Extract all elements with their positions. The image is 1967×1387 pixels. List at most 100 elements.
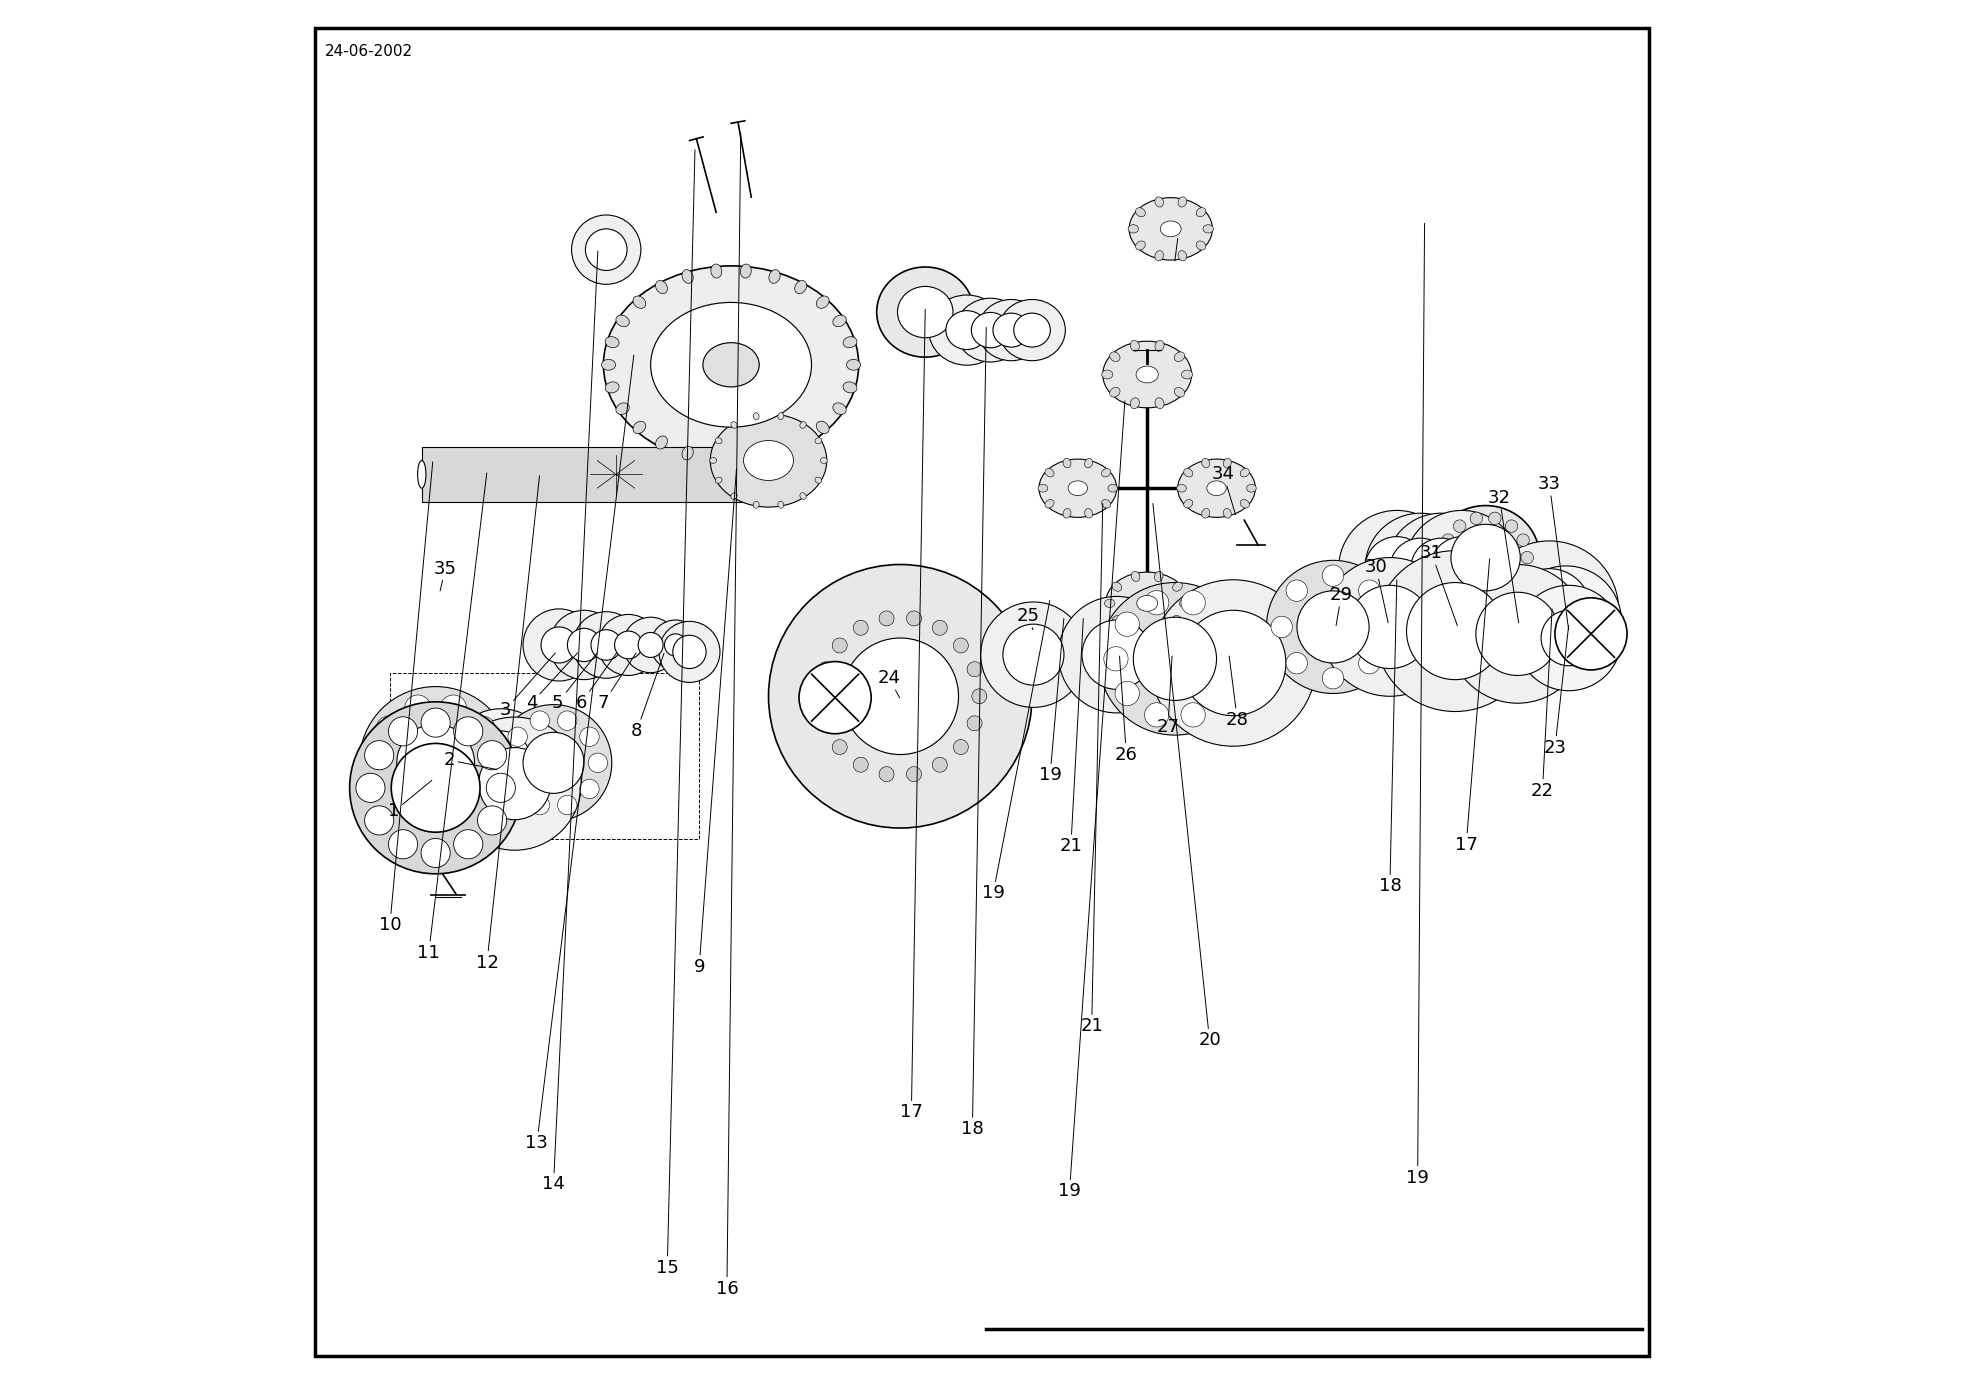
Circle shape [478, 806, 507, 835]
Ellipse shape [1196, 241, 1206, 250]
Ellipse shape [1241, 499, 1249, 508]
Ellipse shape [1129, 225, 1139, 233]
Ellipse shape [1520, 552, 1534, 565]
Text: 13: 13 [525, 355, 633, 1151]
Circle shape [500, 753, 519, 773]
Ellipse shape [716, 438, 722, 444]
Ellipse shape [1111, 583, 1121, 591]
Circle shape [1115, 681, 1139, 706]
Ellipse shape [683, 447, 692, 460]
Text: 5: 5 [553, 653, 598, 712]
Ellipse shape [740, 264, 751, 277]
Ellipse shape [651, 302, 812, 427]
Ellipse shape [1176, 484, 1186, 492]
Ellipse shape [932, 620, 948, 635]
Ellipse shape [956, 298, 1025, 362]
Text: 18: 18 [1379, 580, 1401, 895]
Ellipse shape [832, 402, 846, 415]
Ellipse shape [1365, 513, 1475, 624]
Ellipse shape [897, 287, 952, 338]
Ellipse shape [1131, 340, 1139, 351]
Ellipse shape [1058, 596, 1174, 713]
Ellipse shape [814, 438, 822, 444]
Circle shape [1322, 667, 1343, 689]
Ellipse shape [1267, 560, 1401, 694]
Ellipse shape [1340, 510, 1456, 627]
Circle shape [366, 750, 391, 775]
Circle shape [364, 741, 393, 770]
Ellipse shape [1044, 499, 1054, 508]
Circle shape [1322, 565, 1343, 587]
Ellipse shape [832, 315, 846, 327]
Text: 32: 32 [1487, 490, 1519, 623]
Ellipse shape [1208, 481, 1225, 495]
Text: 33: 33 [1538, 476, 1568, 630]
Ellipse shape [655, 280, 667, 294]
Ellipse shape [1105, 573, 1188, 635]
Ellipse shape [1365, 537, 1428, 601]
Ellipse shape [740, 452, 751, 466]
Circle shape [480, 750, 506, 775]
Ellipse shape [655, 436, 667, 449]
Ellipse shape [932, 757, 948, 773]
Ellipse shape [1184, 469, 1192, 477]
Ellipse shape [801, 492, 806, 499]
Circle shape [405, 695, 431, 721]
Circle shape [529, 712, 549, 731]
Ellipse shape [1129, 198, 1212, 261]
Ellipse shape [1137, 595, 1157, 612]
Ellipse shape [1469, 591, 1483, 603]
Ellipse shape [1204, 225, 1214, 233]
Ellipse shape [1155, 398, 1164, 409]
Ellipse shape [606, 337, 620, 348]
Circle shape [468, 784, 496, 810]
Ellipse shape [586, 229, 627, 270]
Ellipse shape [1109, 387, 1119, 397]
Ellipse shape [637, 632, 663, 657]
Circle shape [441, 804, 466, 831]
Ellipse shape [602, 359, 616, 370]
Ellipse shape [879, 610, 895, 626]
Ellipse shape [1517, 585, 1621, 691]
Ellipse shape [1131, 571, 1139, 581]
Ellipse shape [633, 295, 645, 308]
Ellipse shape [1347, 585, 1432, 669]
Text: 28: 28 [1225, 656, 1249, 728]
Ellipse shape [877, 266, 974, 358]
Ellipse shape [541, 627, 576, 663]
Ellipse shape [624, 617, 679, 673]
Circle shape [441, 695, 466, 721]
Ellipse shape [1223, 458, 1231, 467]
Circle shape [1103, 646, 1129, 671]
Ellipse shape [785, 460, 793, 488]
Ellipse shape [673, 635, 706, 669]
Ellipse shape [844, 381, 858, 393]
Text: 34: 34 [1212, 466, 1235, 515]
Ellipse shape [606, 381, 620, 393]
Ellipse shape [616, 315, 629, 327]
Ellipse shape [1109, 352, 1119, 362]
Ellipse shape [683, 269, 692, 283]
Text: 11: 11 [417, 473, 486, 961]
Ellipse shape [1241, 469, 1249, 477]
Ellipse shape [816, 422, 830, 434]
Ellipse shape [1107, 484, 1117, 492]
Ellipse shape [854, 620, 867, 635]
Text: 8: 8 [631, 653, 665, 739]
Ellipse shape [1174, 387, 1184, 397]
Circle shape [454, 829, 482, 859]
Ellipse shape [1062, 458, 1070, 467]
Circle shape [507, 779, 527, 799]
Ellipse shape [1180, 610, 1286, 716]
Ellipse shape [1178, 459, 1255, 517]
Ellipse shape [1391, 538, 1452, 599]
Ellipse shape [946, 311, 987, 350]
Text: 10: 10 [378, 462, 433, 933]
Ellipse shape [702, 343, 759, 387]
Ellipse shape [1454, 520, 1465, 533]
Ellipse shape [1475, 592, 1560, 675]
Ellipse shape [1133, 617, 1216, 700]
Circle shape [364, 806, 393, 835]
Ellipse shape [1489, 591, 1501, 603]
Ellipse shape [1517, 534, 1528, 546]
